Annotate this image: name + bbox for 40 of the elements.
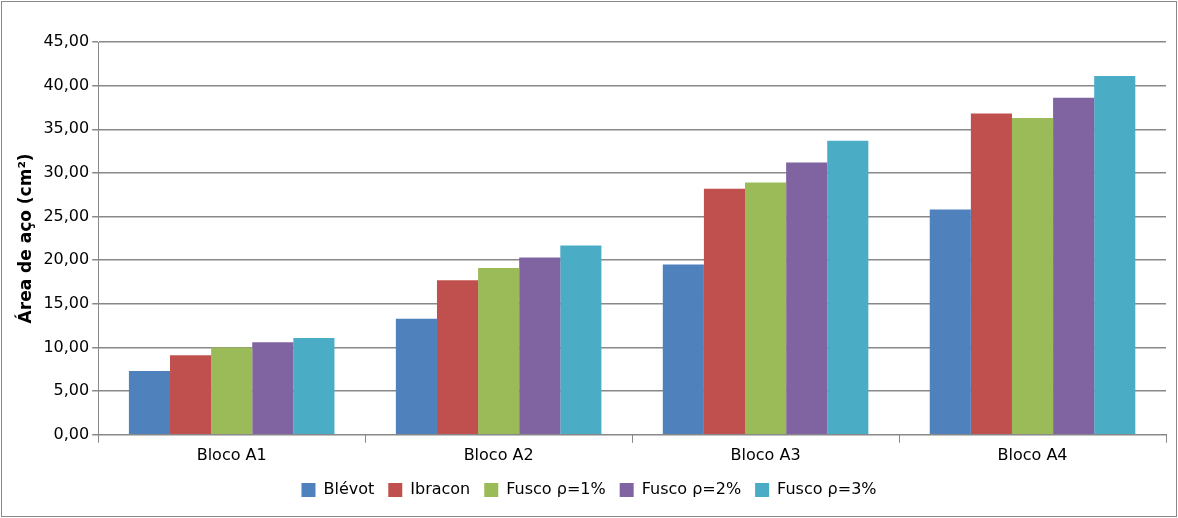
- bar: [1011, 117, 1054, 435]
- bar: [703, 188, 746, 435]
- bar: [827, 140, 869, 435]
- y-tick-label: 35,00: [43, 118, 90, 138]
- y-tick-label: 30,00: [43, 162, 90, 182]
- legend-label: Ibracon: [410, 479, 471, 499]
- bar: [662, 264, 704, 435]
- bar: [1094, 76, 1136, 435]
- bar: [1053, 97, 1095, 435]
- y-tick-label: 20,00: [43, 249, 90, 269]
- bar: [478, 268, 520, 435]
- bar: [436, 280, 479, 435]
- bar: [128, 371, 171, 435]
- y-tick-label: 45,00: [43, 31, 90, 51]
- legend-label: Fusco ρ=1%: [506, 479, 606, 499]
- bar: [519, 257, 561, 435]
- legend-label: Blévot: [323, 479, 375, 499]
- x-tick-label: Bloco A2: [463, 444, 534, 464]
- bar: [560, 245, 602, 435]
- x-tick-label: Bloco A1: [196, 444, 267, 464]
- y-axis-title: Área de aço (cm²): [13, 153, 35, 324]
- x-tick-label: Bloco A3: [730, 444, 801, 464]
- bar: [395, 318, 437, 435]
- bar: [211, 347, 253, 435]
- bar: [970, 113, 1012, 435]
- bar: [929, 209, 971, 435]
- y-tick-label: 15,00: [43, 293, 90, 313]
- y-tick-label: 0,00: [53, 423, 90, 443]
- y-tick-label: 25,00: [43, 205, 90, 225]
- x-tick-label: Bloco A4: [997, 444, 1068, 464]
- bar: [170, 355, 212, 435]
- legend-label: Fusco ρ=2%: [641, 479, 742, 499]
- bar: [293, 337, 335, 435]
- legend-label: Fusco ρ=3%: [777, 479, 877, 499]
- bar: [252, 342, 294, 435]
- y-tick-label: 40,00: [43, 74, 90, 94]
- y-tick-label: 5,00: [53, 380, 90, 400]
- bar: [786, 162, 828, 435]
- bar: [745, 182, 787, 435]
- y-tick-label: 10,00: [43, 336, 90, 356]
